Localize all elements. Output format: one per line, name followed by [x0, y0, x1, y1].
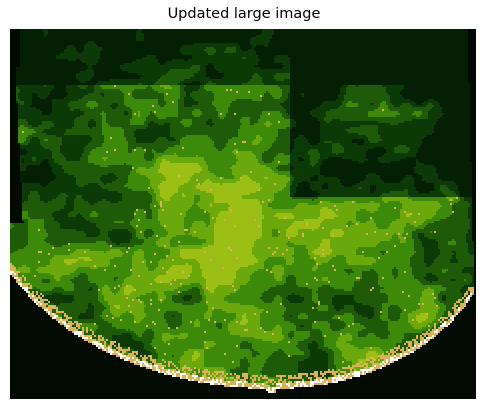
- image-panel: [10, 29, 476, 399]
- raster-image: [10, 29, 476, 399]
- figure-title: Updated large image: [167, 6, 321, 22]
